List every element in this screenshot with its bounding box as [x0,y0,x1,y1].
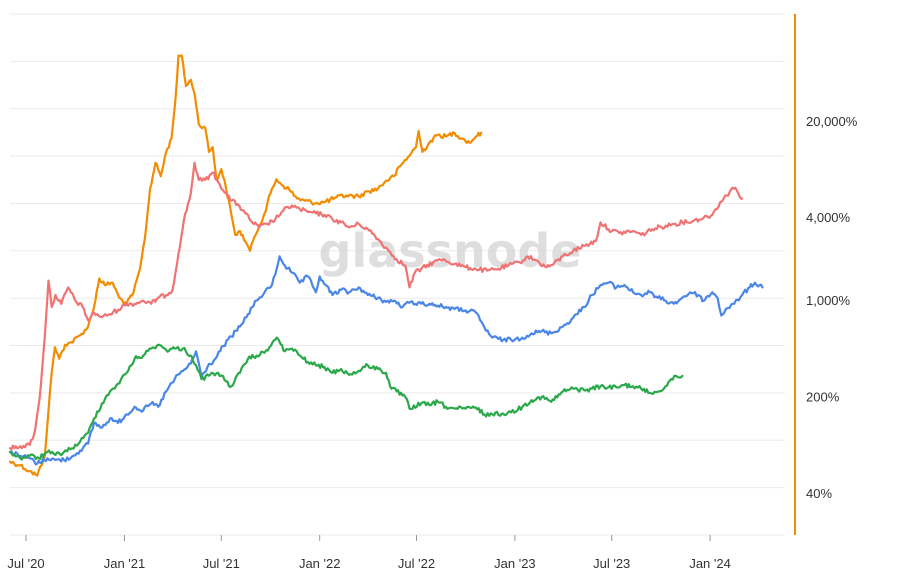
y-tick-label: 20,000% [806,114,858,129]
x-tick-label: Jul '22 [398,556,435,571]
x-tick-labels: Jul '20 Jan '21 Jul '21 Jan '22 Jul '22 Jan '… [7,535,731,571]
grid-lines [10,13,785,536]
watermark-text: glassnode [319,224,582,278]
y-tick-labels: 40% 200% 1,000% 4,000% 20,000% [806,114,858,501]
x-tick-label: Jan '22 [299,556,341,571]
y-tick-label: 1,000% [806,293,851,308]
series-line-3 [8,255,764,466]
x-tick-label: Jan '23 [494,556,536,571]
series-line-2 [8,161,744,451]
x-tick-label: Jan '21 [104,556,146,571]
x-tick-label: Jul '20 [7,556,44,571]
y-tick-label: 4,000% [806,210,851,225]
x-tick-label: Jan '24 [689,556,731,571]
y-tick-label: 200% [806,390,840,405]
series-group [8,54,764,477]
x-tick-label: Jul '21 [203,556,240,571]
series-line-4 [8,336,684,461]
x-tick-label: Jul '23 [593,556,630,571]
y-tick-label: 40% [806,486,832,501]
